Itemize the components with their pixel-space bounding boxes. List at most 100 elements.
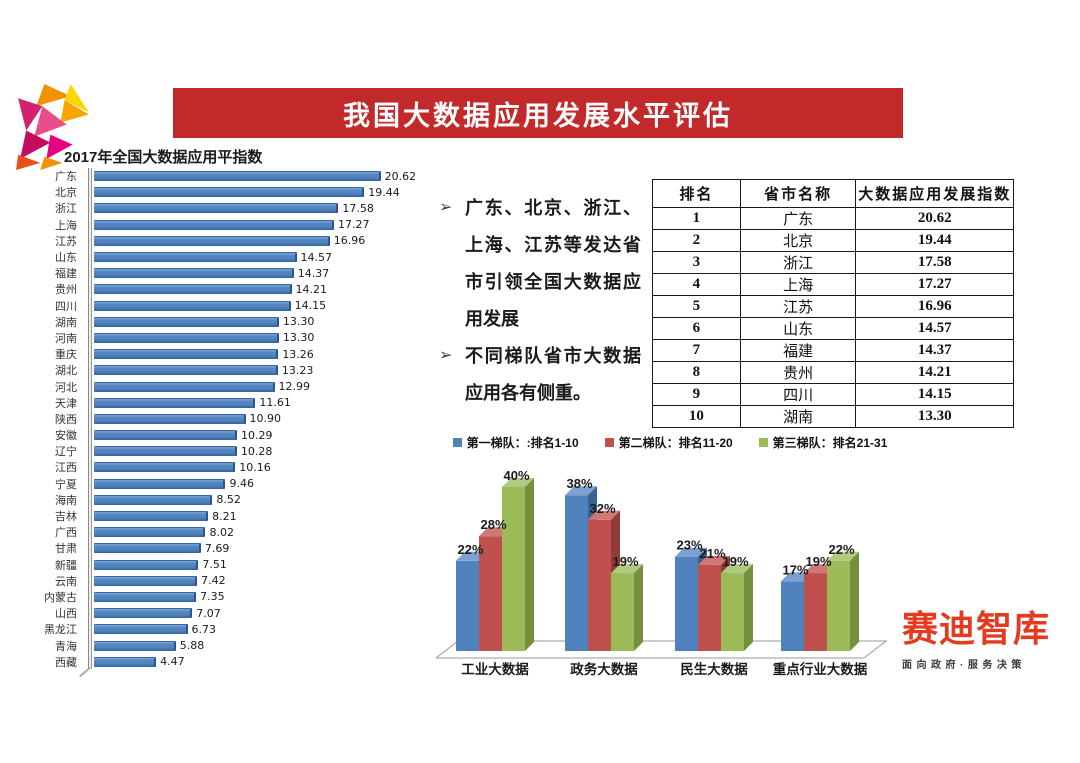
table-row: 4 上海 17.27 [652, 273, 1014, 296]
province-bar [94, 381, 275, 392]
table-cell: 17.58 [855, 251, 1014, 274]
province-bar [94, 219, 335, 230]
province-row: 江西 10.16 [32, 459, 424, 475]
province-value: 13.23 [281, 363, 314, 377]
province-bar-track: 14.57 [86, 251, 424, 264]
province-bar-track: 10.16 [86, 461, 424, 474]
province-value: 4.47 [160, 655, 185, 669]
bar-front [804, 573, 827, 651]
tier-3d-bar-chart: 工业大数据 政务大数据 民生大数据 重点行业大数据 22% 28% 40% 38% 32% 19%… [436, 468, 888, 677]
category-label: 工业大数据 [461, 661, 529, 677]
province-row: 湖南 13.30 [32, 314, 424, 330]
table-cell: 14.37 [855, 339, 1014, 362]
province-value: 6.73 [191, 622, 217, 636]
province-row: 浙江 17.58 [32, 200, 424, 216]
province-row: 安徽 10.29 [32, 427, 424, 443]
table-cell: 广东 [739, 207, 857, 230]
province-row: 陕西 10.90 [32, 411, 424, 427]
bar-group-3 [675, 547, 753, 651]
province-row: 广西 8.02 [32, 524, 424, 540]
province-row: 辽宁 10.28 [32, 443, 424, 459]
province-bar-track: 12.99 [86, 380, 424, 393]
colorful-polygon-logo-icon [16, 84, 89, 170]
province-value: 8.02 [209, 525, 234, 539]
province-label: 河北 [55, 381, 77, 394]
province-label: 内蒙古 [44, 591, 77, 604]
province-row: 福建 14.37 [32, 265, 424, 281]
province-row: 新疆 7.51 [32, 557, 424, 573]
bar-top [698, 555, 730, 565]
province-value: 13.30 [282, 315, 315, 329]
bar-value-label: 40% [503, 468, 529, 483]
bar-side [850, 551, 859, 651]
bar-top [565, 486, 597, 496]
province-label: 山西 [55, 608, 77, 621]
province-row: 广东 20.62 [32, 168, 424, 184]
province-value: 10.16 [239, 460, 271, 474]
province-value: 7.69 [204, 541, 230, 555]
bar-front [827, 560, 850, 651]
province-label: 湖北 [55, 365, 77, 378]
province-row: 吉林 8.21 [32, 508, 424, 524]
bar-value-label: 19% [612, 554, 638, 569]
province-label: 北京 [55, 187, 77, 200]
province-row: 海南 8.52 [32, 492, 424, 508]
bar-value-label: 32% [589, 501, 615, 516]
legend-swatch-icon [452, 438, 462, 447]
bar-front [675, 556, 698, 651]
province-label: 浙江 [55, 203, 77, 216]
province-bar [94, 284, 292, 295]
province-row: 北京 19.44 [32, 184, 424, 200]
table-cell: 江苏 [739, 295, 857, 318]
province-bar [94, 235, 330, 246]
table-cell: 浙江 [739, 251, 857, 274]
province-bar-track: 14.21 [86, 283, 424, 296]
bar-value-label: 17% [782, 562, 808, 577]
province-bar [94, 494, 213, 505]
bar-value-label: 21% [699, 546, 725, 561]
province-row: 河北 12.99 [32, 378, 424, 394]
province-value: 14.15 [294, 299, 327, 313]
table-cell: 14.21 [855, 361, 1014, 384]
province-value: 7.51 [202, 558, 227, 572]
table-row: 2 北京 19.44 [652, 229, 1014, 252]
bullet-point-1: ➢ 广东、北京、浙江、上海、江苏等发达省市引领全国大数据应用发展 [439, 190, 641, 338]
ccid-brand-logo: 赛迪智库 面向政府·服务决策 [902, 600, 1067, 671]
province-bar-track: 6.73 [86, 623, 424, 636]
table-header-row: 排名 省市名称 大数据应用发展指数 [652, 179, 1014, 208]
category-label: 重点行业大数据 [773, 661, 868, 677]
table-cell: 四川 [739, 383, 857, 406]
bar-value-label: 38% [566, 476, 592, 491]
province-bar [94, 316, 279, 327]
province-label: 海南 [55, 494, 77, 507]
table-header-cell: 排名 [652, 179, 741, 208]
province-chart-title: 2017年全国大数据应用平指数 [64, 149, 263, 166]
province-row: 河南 13.30 [32, 330, 424, 346]
province-row: 江苏 16.96 [32, 233, 424, 249]
province-label: 安徽 [55, 430, 77, 443]
province-bar [94, 478, 226, 489]
province-label: 贵州 [55, 284, 77, 297]
province-bar-chart: 广东 20.62 北京 19.44 浙江 17.58 上海 17.27 江苏 16.96 山东 14.… [32, 168, 424, 678]
province-bar [94, 413, 246, 424]
province-bar-track: 7.51 [86, 558, 424, 571]
province-row: 青海 5.88 [32, 637, 424, 653]
province-bar [94, 268, 294, 279]
province-bar [94, 252, 297, 263]
province-value: 20.62 [384, 169, 417, 183]
province-label: 新疆 [55, 559, 77, 572]
province-bar-track: 10.90 [86, 412, 424, 425]
table-cell: 19.44 [855, 229, 1014, 252]
bar-value-label: 22% [457, 542, 483, 557]
province-bar-track: 8.21 [86, 510, 424, 523]
table-header-cell: 大数据应用发展指数 [855, 179, 1014, 208]
province-bar [94, 575, 198, 586]
table-cell: 贵州 [739, 361, 857, 384]
province-bar [94, 591, 197, 602]
province-value: 14.57 [300, 250, 333, 264]
table-cell: 湖南 [739, 405, 857, 428]
legend-swatch-icon [758, 438, 768, 447]
bar-front [479, 536, 502, 651]
province-bar [94, 446, 237, 457]
